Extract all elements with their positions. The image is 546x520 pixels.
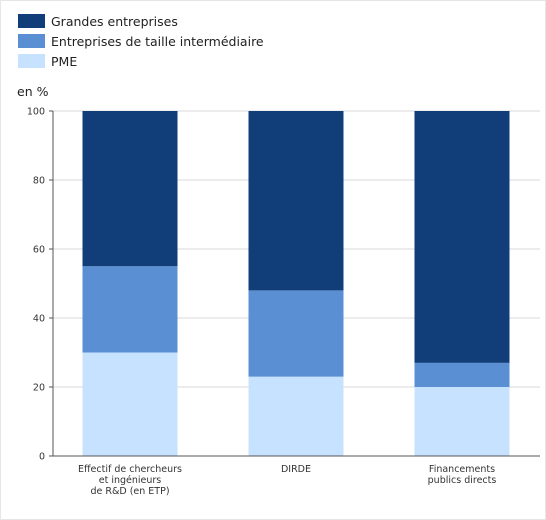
legend-label: Entreprises de taille intermédiaire bbox=[51, 33, 264, 49]
legend-label: PME bbox=[51, 53, 78, 69]
bar-segment bbox=[248, 111, 344, 291]
bar-segment bbox=[414, 111, 510, 363]
bar-segment bbox=[248, 376, 344, 456]
bar-segment bbox=[414, 387, 510, 456]
x-category-label: publics directs bbox=[428, 475, 497, 486]
x-category-label: de R&D (en ETP) bbox=[90, 486, 169, 497]
bar-segment bbox=[414, 362, 510, 387]
legend-item: Grandes entreprises bbox=[18, 11, 264, 31]
legend-swatch bbox=[18, 34, 45, 48]
y-tick-label: 0 bbox=[39, 452, 45, 463]
bar-segment bbox=[82, 352, 178, 456]
legend: Grandes entreprises Entreprises de taille… bbox=[18, 11, 264, 71]
legend-label: Grandes entreprises bbox=[51, 13, 178, 29]
legend-item: Entreprises de taille intermédiaire bbox=[18, 31, 264, 51]
y-tick-label: 60 bbox=[33, 245, 45, 256]
y-tick-label: 80 bbox=[33, 176, 45, 187]
bar-segment bbox=[82, 111, 178, 267]
legend-swatch bbox=[18, 54, 45, 68]
y-unit-label: en % bbox=[17, 84, 49, 99]
bar-segment bbox=[82, 266, 178, 353]
x-category-label: DIRDE bbox=[281, 464, 311, 475]
x-category-label: Financements bbox=[429, 464, 495, 475]
legend-item: PME bbox=[18, 51, 264, 71]
x-category-label: et ingénieurs bbox=[99, 475, 162, 486]
bar-segment bbox=[248, 290, 344, 377]
y-tick-label: 40 bbox=[33, 314, 45, 325]
y-tick-label: 20 bbox=[33, 383, 45, 394]
x-category-label: Effectif de chercheurs bbox=[78, 464, 182, 475]
y-tick-label: 100 bbox=[27, 107, 45, 118]
legend-swatch bbox=[18, 14, 45, 28]
